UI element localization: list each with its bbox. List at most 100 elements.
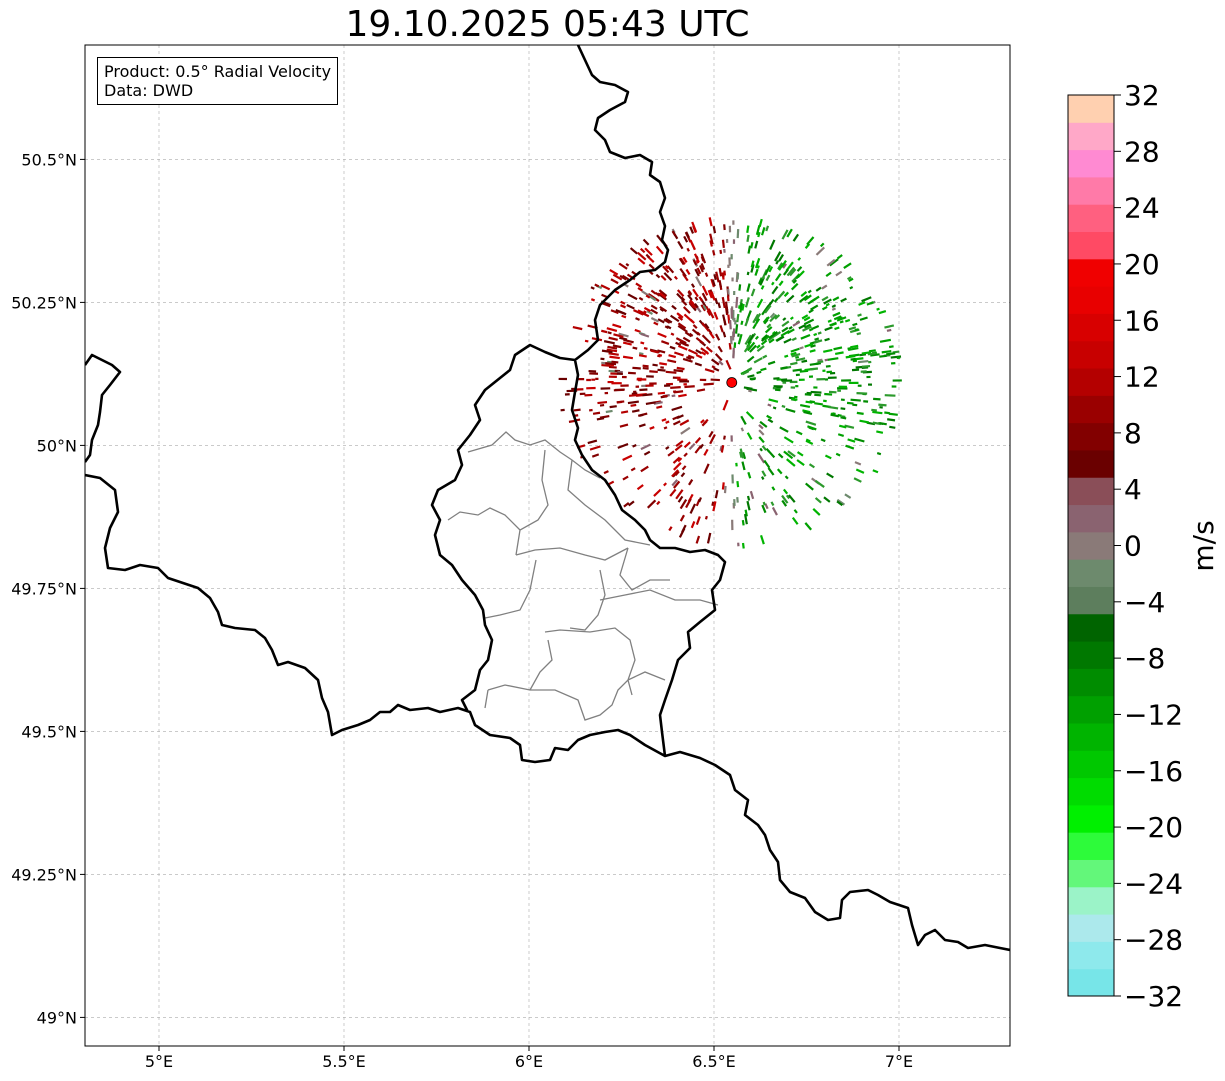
- velocity-echo: [840, 398, 845, 402]
- velocity-echo: [722, 314, 727, 326]
- colorbar-swatch: [1068, 941, 1114, 970]
- velocity-echo: [601, 349, 613, 354]
- velocity-echo: [757, 231, 761, 238]
- velocity-echo: [813, 386, 818, 389]
- velocity-echo: [663, 318, 671, 324]
- velocity-echo: [682, 273, 689, 282]
- velocity-echo: [646, 499, 657, 509]
- velocity-echo: [778, 253, 785, 262]
- velocity-echo: [737, 333, 743, 345]
- radar-site-marker[interactable]: [726, 377, 738, 388]
- velocity-echo: [747, 367, 753, 372]
- velocity-echo: [739, 306, 743, 313]
- velocity-echo: [786, 458, 796, 467]
- velocity-echo: [859, 419, 870, 424]
- velocity-echo: [672, 390, 677, 393]
- velocity-echo: [756, 345, 765, 352]
- colorbar-swatch: [1068, 340, 1114, 369]
- velocity-echo: [804, 393, 812, 396]
- colorbar-swatch: [1068, 258, 1114, 287]
- velocity-echo: [728, 257, 731, 266]
- velocity-echo: [756, 370, 762, 375]
- velocity-echo: [840, 297, 847, 303]
- velocity-echo: [612, 344, 622, 349]
- velocity-echo: [605, 362, 617, 366]
- velocity-echo: [594, 283, 600, 288]
- velocity-echo: [667, 450, 675, 457]
- velocity-echo: [677, 495, 684, 503]
- velocity-echo: [854, 461, 862, 466]
- velocity-echo: [627, 293, 638, 301]
- velocity-echo: [782, 381, 787, 384]
- velocity-echo: [746, 283, 751, 292]
- velocity-echo: [700, 263, 706, 270]
- velocity-echo: [673, 480, 681, 489]
- velocity-echo: [642, 238, 650, 246]
- velocity-echo: [650, 289, 657, 295]
- velocity-echo: [821, 284, 828, 290]
- velocity-echo: [739, 448, 745, 459]
- velocity-echo: [623, 502, 630, 508]
- velocity-echo: [835, 452, 841, 457]
- velocity-echo: [595, 377, 599, 380]
- velocity-echo: [704, 368, 715, 373]
- velocity-echo: [701, 322, 710, 332]
- velocity-echo: [610, 372, 618, 375]
- velocity-echo: [850, 344, 859, 349]
- velocity-echo: [698, 296, 703, 302]
- velocity-echo: [611, 382, 622, 385]
- velocity-echo: [814, 402, 823, 406]
- velocity-echo: [648, 263, 655, 270]
- velocity-echo: [846, 401, 854, 405]
- velocity-echo: [809, 367, 819, 371]
- colorbar-swatch: [1068, 750, 1114, 779]
- velocity-echo: [773, 377, 780, 380]
- velocity-echo: [891, 385, 897, 388]
- velocity-echo: [633, 390, 637, 394]
- velocity-echo: [777, 453, 784, 459]
- velocity-echo: [600, 284, 611, 291]
- velocity-echo: [655, 245, 664, 255]
- velocity-echo: [612, 273, 623, 281]
- velocity-echo: [735, 296, 739, 308]
- velocity-echo: [734, 320, 737, 325]
- velocity-echo: [621, 314, 627, 319]
- velocity-echo: [785, 494, 791, 500]
- velocity-echo: [609, 405, 617, 409]
- velocity-echo: [889, 425, 896, 429]
- velocity-echo: [808, 375, 814, 378]
- velocity-echo: [639, 413, 644, 417]
- colorbar-swatch: [1068, 559, 1114, 587]
- velocity-echo: [766, 301, 773, 308]
- velocity-echo: [804, 522, 813, 531]
- velocity-echo: [790, 386, 796, 389]
- velocity-echo: [847, 347, 851, 350]
- velocity-echo: [884, 324, 895, 329]
- velocity-echo: [655, 291, 661, 297]
- velocity-echo: [738, 284, 742, 291]
- y-tick-label: 49.25°N: [11, 865, 77, 884]
- velocity-echo: [592, 411, 601, 415]
- velocity-echo: [737, 333, 740, 337]
- velocity-echo: [829, 258, 839, 267]
- velocity-echo: [663, 426, 668, 430]
- velocity-echo: [746, 495, 751, 501]
- velocity-echo: [825, 302, 830, 307]
- velocity-echo: [610, 278, 619, 285]
- velocity-echo: [746, 387, 758, 392]
- velocity-echo: [840, 407, 846, 411]
- colorbar-swatch: [1068, 122, 1114, 151]
- velocity-echo: [799, 294, 809, 303]
- velocity-echo: [683, 235, 689, 243]
- velocity-echo: [848, 381, 859, 385]
- velocity-echo: [645, 294, 651, 299]
- velocity-echo: [884, 394, 896, 397]
- velocity-echo: [726, 295, 730, 302]
- velocity-echo: [810, 390, 822, 394]
- velocity-echo: [796, 266, 803, 272]
- colorbar-tick-label: 4: [1124, 473, 1142, 506]
- velocity-echo: [690, 283, 696, 288]
- velocity-echo: [832, 311, 841, 317]
- velocity-echo: [673, 390, 684, 394]
